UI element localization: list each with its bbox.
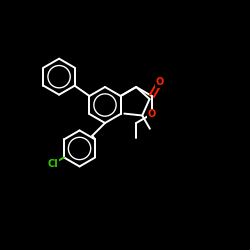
Text: O: O [156, 77, 164, 87]
Text: Cl: Cl [48, 158, 59, 168]
Text: O: O [148, 109, 156, 119]
